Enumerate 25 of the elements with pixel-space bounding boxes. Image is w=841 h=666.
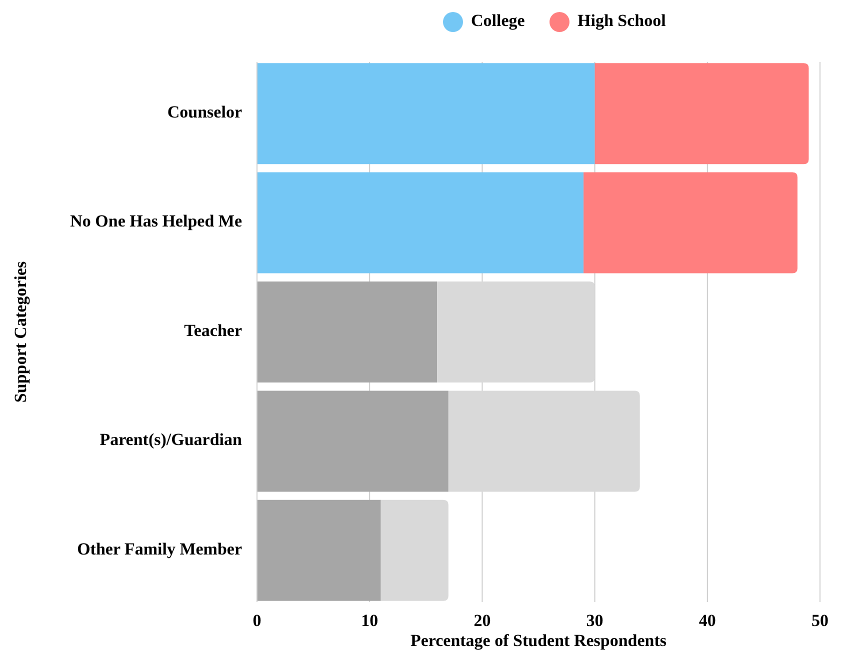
bar [437,281,595,383]
bar [257,390,448,492]
bar [257,172,584,274]
x-tick-label: 10 [361,611,378,630]
bar [594,63,809,164]
bar [257,63,595,164]
y-tick-label: Counselor [167,102,242,122]
bar [257,281,438,383]
bar [380,500,448,601]
y-tick-label: No One Has Helped Me [70,212,242,231]
legend-label: College [471,10,526,30]
legend-label: High School [578,10,666,30]
bar [257,500,381,601]
y-tick-label: Parent(s)/Guardian [100,430,243,450]
bar [584,172,798,274]
x-tick-label: 0 [252,611,262,630]
x-tick-label: 50 [812,611,828,630]
x-tick-label: 20 [474,611,491,630]
y-tick-label: Teacher [184,320,242,340]
bar [448,390,640,492]
x-tick-label: 30 [586,611,604,630]
y-tick-label: Other Family Member [77,539,242,558]
x-tick-label: 40 [698,611,716,630]
x-axis-title: Percentage of Student Respondents [410,631,667,650]
y-axis-title: Support Categories [11,261,30,403]
